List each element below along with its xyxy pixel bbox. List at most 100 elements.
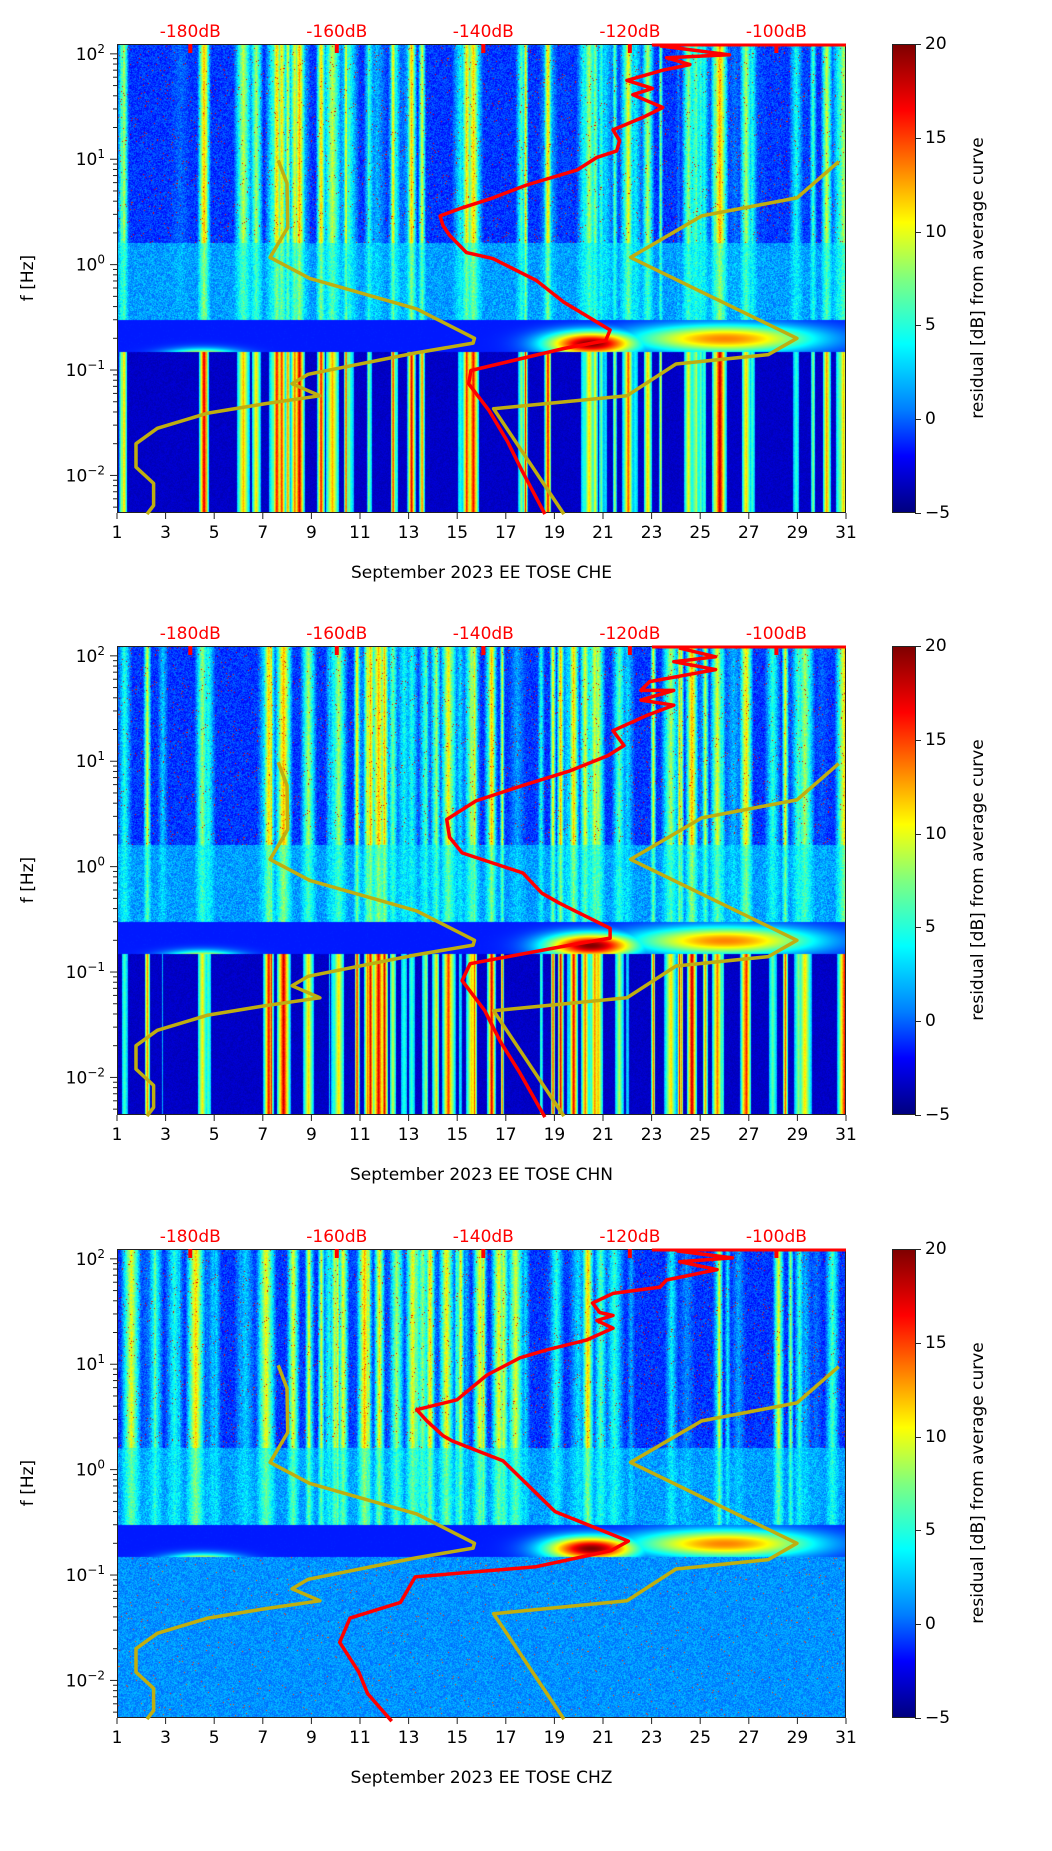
spectrogram-panel-3: f [Hz] 1 3 5 7 9 11 13 15 17 19 21 23 25 27 29 31 102 101… — [0, 1227, 1052, 1851]
x-tick-label: 25 — [689, 523, 711, 543]
y-tick-label: 10−2 — [66, 1065, 105, 1088]
db-tick-label: -140dB — [453, 1227, 514, 1247]
x-tick-label: 29 — [787, 1728, 809, 1748]
x-tick-label: 7 — [257, 523, 268, 543]
x-tick-label: 7 — [257, 1728, 268, 1748]
nhnm-curve — [491, 1365, 840, 1721]
x-axis-label: September 2023 EE TOSE CHZ — [350, 1768, 613, 1788]
colorbar-tick-label: −5 — [925, 503, 951, 523]
x-tick-label: 31 — [835, 1728, 857, 1748]
x-tick-label: 17 — [495, 523, 517, 543]
db-tick-label: -140dB — [453, 22, 514, 42]
x-tick-label: 27 — [738, 1728, 760, 1748]
x-tick-label: 23 — [641, 1728, 663, 1748]
colorbar-tick-label: 20 — [925, 636, 947, 656]
colorbar-tick-mark — [915, 739, 921, 741]
x-tick-label: 29 — [787, 1125, 809, 1145]
plot-area: 1 3 5 7 9 11 13 15 17 19 21 23 25 27 29 31 102 101 100 10−1… — [66, 22, 857, 543]
x-tick-label: 13 — [398, 1728, 420, 1748]
db-tick-label: -100dB — [746, 1227, 807, 1247]
colorbar-tick-label: 10 — [925, 221, 947, 242]
x-tick-label: 3 — [160, 1125, 171, 1145]
colorbar-label: residual [dB] from average curve — [968, 1342, 988, 1624]
db-tick-label: -180dB — [160, 624, 221, 644]
x-tick-label: 17 — [495, 1125, 517, 1145]
x-tick-label: 31 — [835, 523, 857, 543]
colorbar-tick-mark — [915, 325, 921, 327]
x-tick-label: 23 — [641, 523, 663, 543]
overlay: 1 3 5 7 9 11 13 15 17 19 21 23 25 27 29 3110210110010−1… — [66, 1227, 857, 1748]
db-tick-label: -100dB — [746, 22, 807, 42]
spectrogram-heatmap — [117, 44, 846, 513]
x-tick-label: 23 — [641, 1125, 663, 1145]
nhnm-curve — [491, 160, 840, 516]
db-tick-label: -120dB — [599, 624, 660, 644]
x-tick-label: 9 — [306, 1728, 317, 1748]
x-tick-label: 25 — [689, 1125, 711, 1145]
db-tick-label: -120dB — [599, 1227, 660, 1247]
colorbar-tick-label: 0 — [925, 1011, 936, 1032]
colorbar-tick-label: 15 — [925, 127, 947, 148]
spectrogram-panel-2: f [Hz] 1 3 5 7 9 11 13 15 17 19 21 23 25 27 29 31 102 101… — [0, 624, 1052, 1248]
y-tick-label: 100 — [76, 253, 105, 276]
colorbar-tick-mark — [915, 1436, 921, 1438]
y-tick-label: 100 — [76, 1458, 105, 1481]
x-tick-label: 15 — [446, 1728, 468, 1748]
average-psd-curve — [337, 1249, 735, 1723]
x-tick-label: 1 — [112, 1728, 123, 1748]
colorbar-label: residual [dB] from average curve — [968, 137, 988, 419]
db-tick-label: -120dB — [599, 22, 660, 42]
overlay: 1 3 5 7 9 11 13 15 17 19 21 23 25 27 29 3110210110010−1… — [66, 624, 857, 1145]
db-tick-label: -180dB — [160, 1227, 221, 1247]
x-tick-label: 5 — [209, 1728, 220, 1748]
colorbar-tick-label: −5 — [925, 1708, 951, 1728]
colorbar-tick-label: 10 — [925, 1426, 947, 1447]
average-psd-curve — [438, 44, 732, 515]
colorbar-tick-label: 0 — [925, 409, 936, 430]
y-tick-label: 100 — [76, 855, 105, 878]
overlay: 1 3 5 7 9 11 13 15 17 19 21 23 25 27 29 3110210110010−1… — [66, 22, 857, 543]
x-tick-label: 5 — [209, 1125, 220, 1145]
colorbar-tick-label: 5 — [925, 315, 936, 336]
colorbar-tick-label: 5 — [925, 1520, 936, 1541]
x-tick-label: 11 — [349, 1125, 371, 1145]
colorbar-tick-label: 5 — [925, 917, 936, 938]
y-axis-label: f [Hz] — [18, 1459, 38, 1507]
x-tick-label: 31 — [835, 1125, 857, 1145]
x-tick-label: 3 — [160, 1728, 171, 1748]
colorbar-label: residual [dB] from average curve — [968, 739, 988, 1021]
spectrogram-heatmap — [117, 1249, 846, 1718]
colorbar-tick-mark — [915, 44, 921, 45]
spectrogram-panel-1: f [Hz] 1 3 5 7 9 11 13 15 17 19 21 23 25 27 29 31 102 101… — [0, 22, 1052, 646]
x-axis-label: September 2023 EE TOSE CHN — [350, 1165, 613, 1185]
y-tick-label: 10−2 — [66, 1668, 105, 1691]
db-tick-label: -140dB — [453, 624, 514, 644]
x-tick-label: 9 — [306, 523, 317, 543]
nlnm-curve — [134, 1364, 477, 1721]
colorbar-tick-label: 10 — [925, 823, 947, 844]
x-tick-label: 1 — [112, 1125, 123, 1145]
colorbar-tick-label: 15 — [925, 1332, 947, 1353]
colorbar-tick-mark — [915, 1718, 921, 1719]
colorbar-tick-mark — [915, 513, 921, 514]
y-tick-label: 10−2 — [66, 463, 105, 486]
y-tick-label: 10−1 — [66, 1563, 105, 1586]
x-tick-label: 25 — [689, 1728, 711, 1748]
colorbar-tick-label: 20 — [925, 1239, 947, 1259]
colorbar — [892, 1249, 916, 1718]
average-psd-curve — [444, 646, 718, 1118]
x-tick-label: 9 — [306, 1125, 317, 1145]
colorbar-tick-label: 15 — [925, 729, 947, 750]
db-tick-label: -100dB — [746, 624, 807, 644]
x-tick-label: 19 — [544, 523, 566, 543]
nhnm-curve — [491, 762, 840, 1118]
x-tick-label: 21 — [592, 1728, 614, 1748]
x-tick-label: 29 — [787, 523, 809, 543]
colorbar-tick-mark — [915, 1624, 921, 1626]
spectrogram-heatmap — [117, 646, 846, 1115]
colorbar-tick-mark — [915, 1530, 921, 1532]
db-tick-label: -160dB — [306, 624, 367, 644]
x-tick-label: 13 — [398, 523, 420, 543]
colorbar-tick-label: 0 — [925, 1614, 936, 1635]
y-tick-label: 102 — [76, 42, 105, 65]
